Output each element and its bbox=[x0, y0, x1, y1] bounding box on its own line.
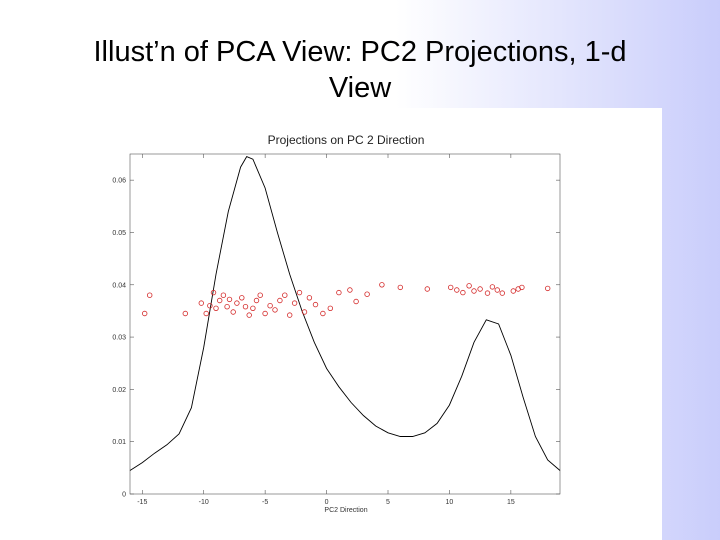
slide-title-line-2: View bbox=[328, 72, 392, 104]
projection-point bbox=[296, 289, 303, 296]
y-tick-label: 0 bbox=[122, 492, 126, 499]
pc2-projection-chart: Projections on PC 2 Direction 00.010.020… bbox=[112, 133, 561, 514]
figure-panel: Projections on PC 2 Direction 0 0.01 0.02 0… bbox=[48, 108, 662, 540]
projection-point bbox=[460, 289, 466, 296]
x-tick-label: -5 bbox=[262, 499, 268, 506]
x-axis-label: PC2 Direction bbox=[324, 507, 367, 514]
projection-point bbox=[364, 291, 370, 297]
projection-point bbox=[282, 292, 288, 298]
slide-title: Illust’n of PCA View: PC2 Projections, 1… bbox=[0, 34, 720, 106]
projection-point bbox=[489, 284, 496, 290]
projection-point bbox=[510, 288, 516, 294]
projection-point bbox=[267, 302, 273, 309]
projection-point bbox=[239, 295, 245, 301]
projection-point bbox=[203, 310, 209, 317]
projection-point bbox=[253, 297, 260, 304]
projection-point bbox=[347, 287, 353, 293]
x-tick-label: 0 bbox=[325, 499, 329, 506]
projection-point bbox=[519, 284, 525, 291]
projection-point bbox=[471, 288, 477, 294]
projection-point bbox=[272, 307, 278, 313]
projection-point bbox=[213, 305, 219, 311]
projection-point bbox=[397, 284, 403, 291]
projection-point bbox=[242, 303, 249, 310]
y-tick-label: 0.01 bbox=[112, 439, 126, 446]
projection-point bbox=[545, 285, 551, 292]
x-tick-label: 5 bbox=[386, 499, 390, 506]
projection-point bbox=[216, 297, 223, 304]
projection-point bbox=[424, 286, 430, 292]
projection-point bbox=[301, 309, 308, 315]
projection-point bbox=[246, 312, 252, 318]
projection-point bbox=[477, 286, 483, 292]
x-tick-label: 10 bbox=[446, 499, 454, 506]
projection-point bbox=[306, 295, 313, 301]
slide-title-line-1: Illust’n of PCA View: PC2 Projections, 1… bbox=[93, 36, 627, 68]
y-tick-label: 0.04 bbox=[112, 282, 126, 289]
projection-point bbox=[379, 282, 385, 288]
projection-point bbox=[182, 310, 188, 317]
projection-point bbox=[291, 300, 298, 306]
projection-point bbox=[141, 310, 148, 317]
projection-point bbox=[353, 298, 359, 305]
projection-point bbox=[327, 305, 333, 311]
projection-point bbox=[494, 287, 500, 293]
projection-points bbox=[141, 282, 551, 318]
y-tick-label: 0.03 bbox=[112, 335, 126, 342]
projection-point bbox=[484, 290, 491, 296]
projection-point bbox=[198, 300, 204, 306]
projection-point bbox=[336, 289, 342, 296]
density-curve bbox=[129, 156, 561, 471]
projection-point bbox=[448, 284, 454, 291]
projection-point bbox=[499, 290, 505, 296]
x-axis: -15 -10 -5 0 5 10 15 bbox=[137, 154, 515, 506]
projection-point bbox=[286, 312, 293, 318]
x-tick-label: 15 bbox=[507, 499, 515, 506]
projection-point bbox=[146, 292, 153, 298]
projection-point bbox=[210, 289, 217, 296]
y-axis: 0 0.01 0.02 0.03 0.04 0.05 0.06 bbox=[112, 178, 560, 499]
projection-point bbox=[466, 283, 472, 289]
projection-point bbox=[207, 302, 213, 309]
projection-point bbox=[312, 301, 319, 308]
projection-point bbox=[454, 287, 460, 293]
y-tick-label: 0.02 bbox=[112, 387, 126, 394]
y-tick-label: 0.05 bbox=[112, 230, 126, 237]
projection-point bbox=[224, 303, 230, 310]
x-tick-label: -15 bbox=[137, 499, 147, 506]
projection-point bbox=[230, 309, 236, 315]
projection-point bbox=[234, 300, 240, 306]
projection-point bbox=[226, 296, 233, 303]
projection-point bbox=[220, 292, 227, 298]
projection-point bbox=[277, 297, 283, 304]
chart-title: Projections on PC 2 Direction bbox=[268, 133, 425, 147]
projection-point bbox=[257, 292, 263, 298]
projection-point bbox=[320, 310, 326, 317]
plot-area-frame bbox=[129, 153, 561, 495]
y-tick-label: 0.06 bbox=[112, 178, 126, 185]
projection-point bbox=[250, 305, 256, 311]
x-tick-label: -10 bbox=[199, 499, 209, 506]
projection-point bbox=[262, 310, 268, 317]
